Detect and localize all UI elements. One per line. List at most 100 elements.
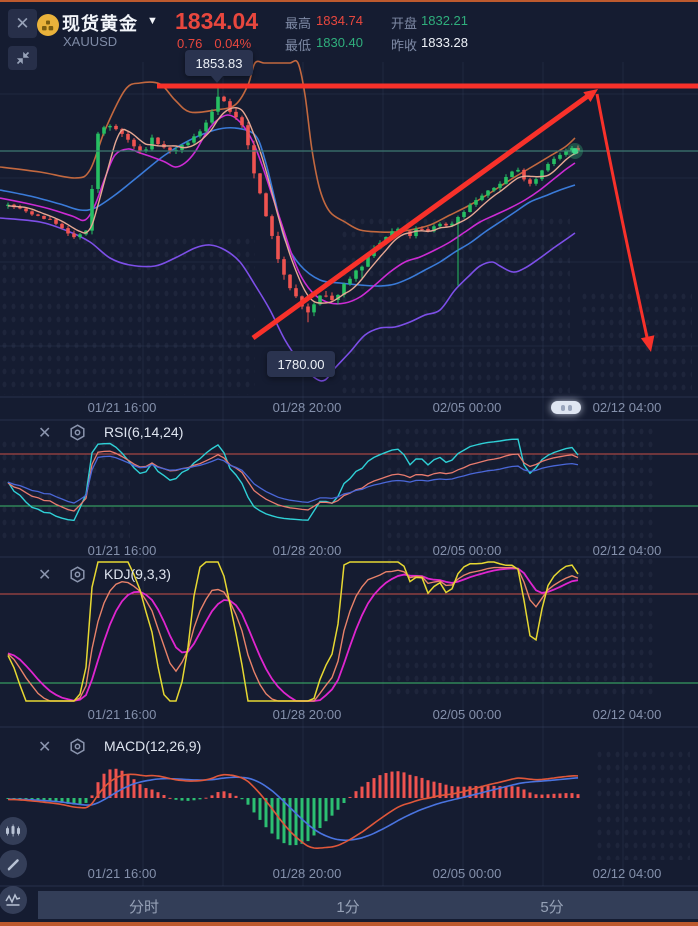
macd-settings-icon[interactable]	[69, 738, 86, 760]
macd-hist-bar	[426, 780, 430, 798]
macd-hist-bar	[384, 773, 388, 798]
pill-dot	[560, 404, 565, 411]
candle	[576, 147, 580, 151]
kdj-d-line	[7, 567, 579, 702]
rsi-close-icon[interactable]: ✕	[38, 425, 52, 442]
macd-hist-bar	[306, 798, 310, 842]
candle	[330, 295, 334, 301]
draw-tool-button[interactable]	[0, 850, 27, 878]
macd-hist-bar	[444, 784, 448, 798]
candle	[462, 211, 466, 217]
macd-hist-bar	[300, 798, 304, 844]
macd-hist-bar	[36, 798, 40, 801]
macd-hist-bar	[216, 792, 220, 798]
kdj-close-icon[interactable]: ✕	[38, 567, 52, 584]
candle	[102, 127, 106, 134]
chart-type-button[interactable]	[0, 817, 27, 845]
macd-hist-bar	[420, 777, 424, 798]
macd-hist-bar	[60, 798, 64, 803]
macd-hist-bar	[54, 798, 58, 803]
macd-hist-bar	[318, 798, 322, 829]
macd-hist-bar	[210, 795, 214, 798]
macd-hist-bar	[192, 798, 196, 801]
jump-to-latest-pill[interactable]	[551, 401, 581, 414]
macd-close-icon[interactable]: ✕	[38, 739, 52, 756]
annotation-arrowhead	[640, 335, 655, 352]
candle	[240, 117, 244, 126]
candle	[144, 149, 148, 152]
candle	[198, 131, 202, 137]
collapse-button[interactable]	[8, 46, 37, 70]
macd-dea-line	[7, 776, 579, 842]
kdj-settings-icon[interactable]	[69, 566, 86, 588]
chevron-down-icon[interactable]: ▼	[147, 15, 158, 27]
candle	[318, 295, 322, 305]
macd-hist-bar	[114, 768, 118, 798]
low-price-tooltip: 1780.00	[267, 351, 335, 377]
overlay-boll-lower	[0, 217, 576, 382]
candle	[42, 215, 46, 219]
macd-hist-bar	[252, 798, 256, 813]
candle	[498, 183, 502, 188]
indicator-button[interactable]	[0, 886, 27, 914]
macd-dif-line	[7, 773, 579, 849]
macd-hist-bar	[150, 789, 154, 798]
candle	[234, 111, 238, 118]
candle	[72, 233, 76, 238]
candle	[342, 283, 346, 295]
candle	[552, 158, 556, 164]
macd-hist-bar	[540, 794, 544, 798]
prev-close-value: 1833.28	[421, 35, 468, 50]
candle	[186, 142, 190, 146]
candle	[564, 150, 568, 155]
pill-dot	[567, 404, 572, 411]
candle	[306, 306, 310, 313]
macd-hist-bar	[144, 788, 148, 798]
macd-hist-bar	[264, 798, 268, 828]
macd-hist-bar	[576, 794, 580, 798]
timeframe-5min[interactable]: 5分	[540, 899, 564, 916]
macd-hist-bar	[396, 771, 400, 798]
annotation-uptrend-line	[251, 90, 594, 341]
candle	[432, 226, 436, 232]
candle	[54, 219, 58, 224]
timeframe-bar: 分时 1分 5分	[38, 891, 698, 919]
macd-hist-bar	[336, 798, 340, 810]
macd-hist-bar	[174, 798, 178, 800]
macd-hist-bar	[468, 786, 472, 798]
kdj-k-line	[7, 566, 579, 702]
rsi-6-line	[7, 438, 579, 522]
candle	[504, 176, 508, 184]
macd-hist-bar	[570, 793, 574, 798]
candle	[24, 208, 28, 212]
timeframe-fenshi[interactable]: 分时	[128, 899, 159, 916]
candle	[348, 278, 352, 284]
candle	[438, 223, 442, 227]
candle	[132, 139, 136, 147]
macd-hist-bar	[390, 771, 394, 798]
candle	[480, 195, 484, 201]
rsi-settings-icon[interactable]	[69, 424, 86, 446]
instrument-symbol: XAUUSD	[63, 34, 118, 49]
macd-hist-bar	[180, 798, 184, 801]
candle	[150, 137, 154, 150]
macd-hist-bar	[162, 795, 166, 798]
candle	[468, 204, 472, 212]
timeframe-1min[interactable]: 1分	[336, 899, 360, 916]
macd-hist-bar	[360, 786, 364, 798]
macd-hist-bar	[558, 793, 562, 798]
instrument-title[interactable]: 现货黄金	[62, 14, 138, 34]
close-button[interactable]: ✕	[8, 9, 37, 38]
rsi-label: RSI(6,14,24)	[104, 424, 184, 440]
candle	[534, 179, 538, 184]
candle	[246, 125, 250, 146]
annotation-arrowhead	[583, 89, 598, 102]
peak-price-tooltip: 1853.83	[185, 50, 253, 83]
macd-hist-bar	[132, 779, 136, 798]
candle	[492, 187, 496, 191]
time-label: 02/12 04:00	[592, 866, 662, 881]
candle	[450, 223, 454, 226]
macd-hist-bar	[270, 798, 274, 834]
